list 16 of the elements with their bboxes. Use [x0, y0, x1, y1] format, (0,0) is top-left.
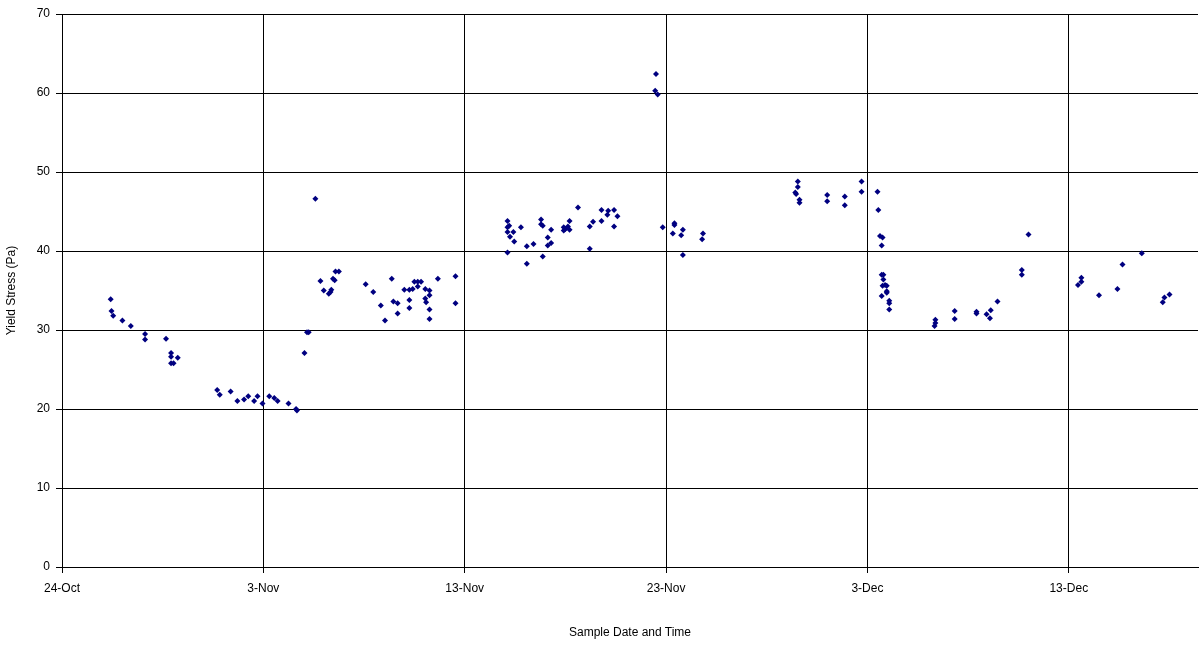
y-tick-label: 50	[36, 164, 51, 179]
x-tick-label: 3-Dec	[851, 580, 884, 595]
x-tick-label: 24-Oct	[43, 580, 81, 595]
y-axis-title: Yield Stress (Pa)	[3, 245, 18, 336]
y-tick-label: 10	[36, 480, 51, 495]
x-tick-label: 3-Nov	[247, 580, 280, 595]
x-tick-label: 13-Dec	[1049, 580, 1089, 595]
y-tick-label: 70	[36, 6, 51, 21]
y-tick-label: 30	[36, 322, 51, 337]
x-axis-title: Sample Date and Time	[568, 625, 692, 640]
x-tick-label: 13-Nov	[445, 580, 485, 595]
x-tick-label: 23-Nov	[646, 580, 686, 595]
y-tick-label: 20	[36, 401, 51, 416]
y-tick-label: 60	[36, 85, 51, 100]
y-tick-label: 40	[36, 243, 51, 258]
y-tick-label: 0	[43, 559, 51, 574]
